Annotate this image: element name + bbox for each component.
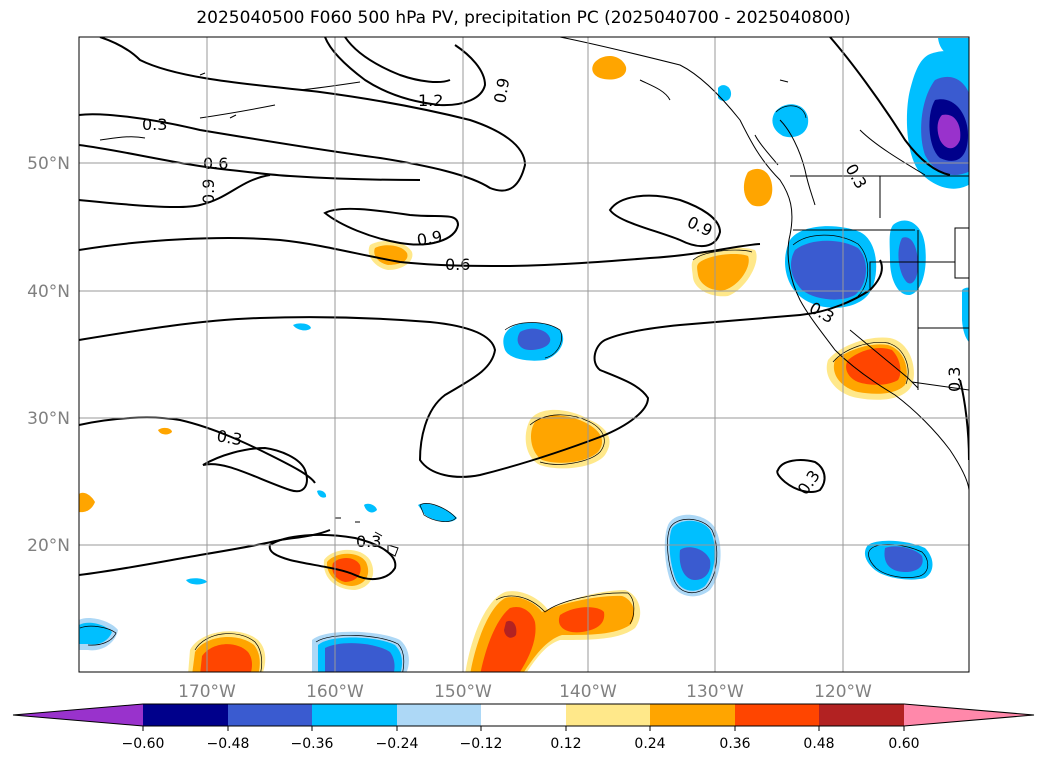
colorbar-tick-label: 0.60: [888, 736, 919, 752]
lon-label: 140°W: [559, 682, 617, 702]
lon-labels: 170°W 160°W 150°W 140°W 130°W 120°W: [178, 682, 872, 702]
colorbar-segment: [397, 704, 481, 726]
colorbar-segment: [650, 704, 735, 726]
contour-label: 0.9: [415, 227, 443, 250]
contour-label: 0.3: [945, 367, 964, 392]
colorbar-tick-label: −0.24: [376, 736, 419, 752]
colorbar-tick-label: 0.48: [803, 736, 834, 752]
colorbar-tick-label: −0.60: [122, 736, 165, 752]
map-title: 2025040500 F060 500 hPa PV, precipitatio…: [196, 8, 851, 28]
colorbar-segment: [735, 704, 819, 726]
lon-label: 120°W: [814, 682, 872, 702]
colorbar-tick-label: 0.12: [550, 736, 581, 752]
contour-label: 0.9: [199, 179, 218, 204]
colorbar-segment: [819, 704, 904, 726]
lon-label: 170°W: [178, 682, 236, 702]
colorbar-tick-label: −0.12: [460, 736, 503, 752]
map-content: 1.2 0.9 0.3 0.6 0.9 0.9 0.9 0.6 0.3 0.3 …: [79, 37, 969, 672]
pv-contours: [79, 37, 969, 581]
contour-label: 0.6: [445, 255, 470, 274]
lat-label: 30°N: [27, 409, 70, 429]
lat-labels: 50°N 40°N 30°N 20°N: [27, 154, 70, 556]
lon-label: 160°W: [306, 682, 364, 702]
colorbar-segment: [312, 704, 397, 726]
colorbar-tick-label: −0.48: [207, 736, 250, 752]
colorbar-extend-low: [13, 704, 143, 726]
precip-outlines: [79, 105, 929, 672]
contour-label: 1.2: [418, 91, 443, 110]
lat-label: 50°N: [27, 154, 70, 174]
contour-label: 0.3: [356, 532, 381, 551]
lat-label: 20°N: [27, 536, 70, 556]
colorbar-tick-label: 0.36: [719, 736, 750, 752]
colorbar: −0.60 −0.48 −0.36 −0.24 −0.12 0.12 0.24 …: [12, 703, 1035, 752]
map-frame: [78, 36, 970, 673]
lon-label: 130°W: [686, 682, 744, 702]
contour-label: 0.9: [490, 76, 513, 104]
coastlines: [99, 37, 969, 491]
colorbar-tick-label: −0.36: [291, 736, 334, 752]
islands: [199, 72, 789, 557]
borders: [790, 175, 969, 391]
gridlines: [79, 37, 969, 672]
colorbar-segment: [143, 704, 228, 726]
colorbar-extend-high: [904, 704, 1034, 726]
colorbar-segment: [481, 704, 566, 726]
contour-label: 0.3: [215, 426, 243, 449]
colorbar-segment: [566, 704, 650, 726]
colorbar-segment: [228, 704, 312, 726]
lat-label: 40°N: [27, 282, 70, 302]
lon-label: 150°W: [434, 682, 492, 702]
contour-label: 0.3: [142, 115, 167, 134]
colorbar-tick-label: 0.24: [634, 736, 665, 752]
